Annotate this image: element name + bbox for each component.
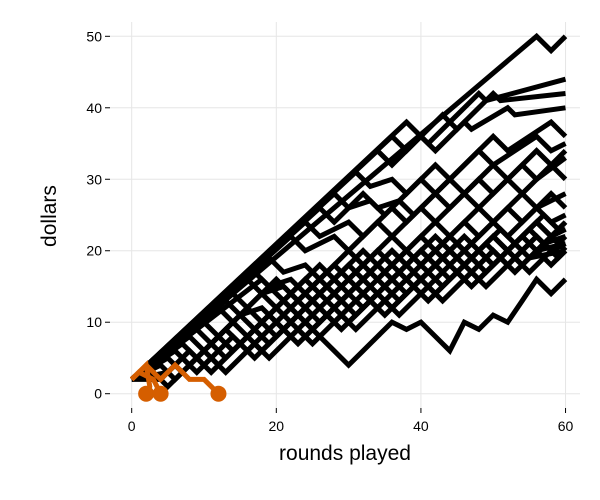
x-axis: 0 20 40 60 xyxy=(128,408,574,434)
y-tick-label: 20 xyxy=(86,243,102,259)
ruined-walk-line xyxy=(129,361,221,396)
ruin-point xyxy=(152,385,169,402)
surviving-walk-line xyxy=(130,32,568,382)
ruin-point xyxy=(138,385,155,402)
y-tick-label: 50 xyxy=(86,28,102,44)
x-tick-label: 0 xyxy=(128,418,136,434)
series-layer xyxy=(129,32,568,396)
surviving-walk-line xyxy=(131,232,567,382)
surviving-walk-line xyxy=(129,104,566,382)
x-tick-label: 40 xyxy=(413,418,429,434)
ruin-point xyxy=(210,385,227,402)
y-tick-label: 0 xyxy=(94,386,102,402)
surviving-walk-line xyxy=(130,118,568,382)
surviving-walk-line xyxy=(130,211,568,382)
y-tick-label: 10 xyxy=(86,314,102,330)
surviving-walk-line xyxy=(130,133,567,382)
surviving-walk-line xyxy=(129,89,566,382)
ruin-markers xyxy=(138,385,227,402)
y-tick-label: 30 xyxy=(86,171,102,187)
x-axis-label: rounds played xyxy=(279,442,411,465)
x-tick-label: 60 xyxy=(558,418,574,434)
y-axis-label: dollars xyxy=(38,185,61,247)
y-axis: 0 10 20 30 40 50 xyxy=(86,28,110,402)
grid xyxy=(110,22,580,408)
surviving-walk-line xyxy=(130,218,567,382)
x-tick-label: 20 xyxy=(269,418,285,434)
surviving-walk-line xyxy=(130,275,568,382)
y-tick-label: 40 xyxy=(86,100,102,116)
surviving-walk-line xyxy=(130,161,568,382)
